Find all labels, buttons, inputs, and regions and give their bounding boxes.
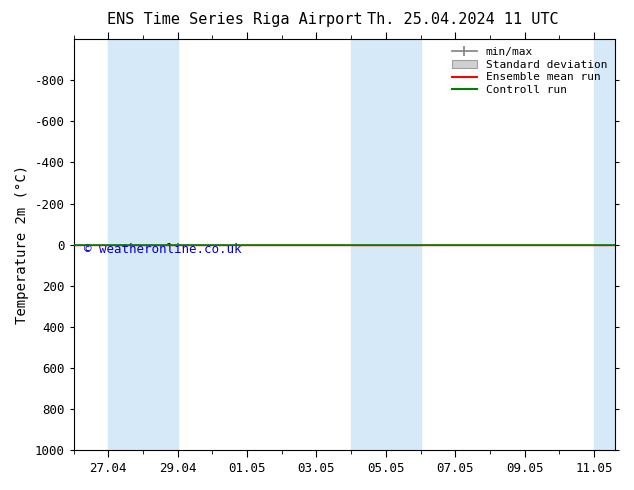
Bar <box>594 39 615 450</box>
Text: Th. 25.04.2024 11 UTC: Th. 25.04.2024 11 UTC <box>367 12 559 27</box>
Bar <box>108 39 143 450</box>
Legend: min/max, Standard deviation, Ensemble mean run, Controll run: min/max, Standard deviation, Ensemble me… <box>450 45 609 98</box>
Bar <box>143 39 178 450</box>
Y-axis label: Temperature 2m (°C): Temperature 2m (°C) <box>15 165 29 324</box>
Text: © weatheronline.co.uk: © weatheronline.co.uk <box>84 244 242 256</box>
Bar <box>386 39 420 450</box>
Bar <box>351 39 386 450</box>
Text: ENS Time Series Riga Airport: ENS Time Series Riga Airport <box>107 12 362 27</box>
